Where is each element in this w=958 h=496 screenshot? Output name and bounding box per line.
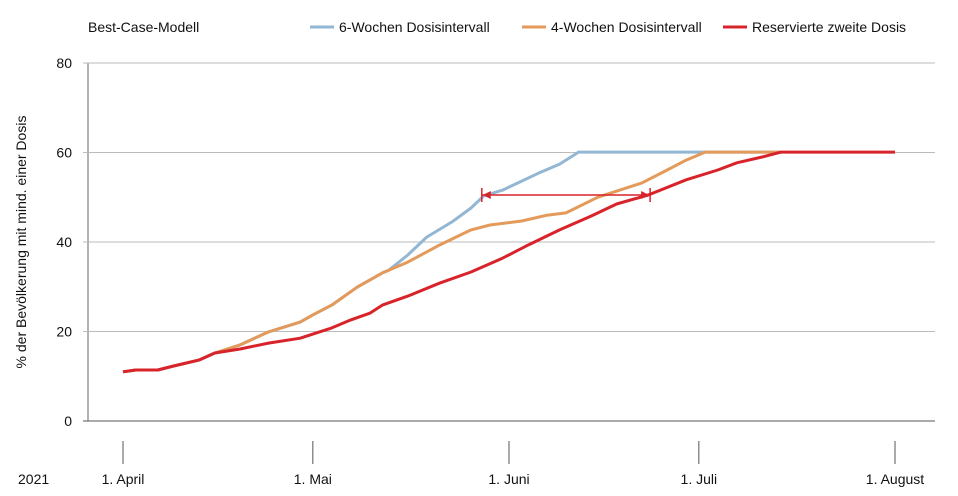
x-tick-label: 1. Mai [294,471,332,487]
legend-label: 6-Wochen Dosisintervall [339,19,490,35]
legend-label: 4-Wochen Dosisintervall [551,19,702,35]
y-axis-label: % der Bevölkerung mit mind. einer Dosis [13,116,29,369]
arrow-head-left [482,191,491,200]
y-tick-label: 20 [56,324,72,340]
chart-title: Best-Case-Modell [88,19,199,35]
legend-label: Reservierte zweite Dosis [752,19,906,35]
y-tick-label: 80 [56,55,72,71]
x-tick-label: 1. Juli [681,471,718,487]
x-tick-label: 1. April [102,471,145,487]
y-tick-label: 60 [56,145,72,161]
y-tick-label: 40 [56,234,72,250]
x-tick-label: 1. Juni [488,471,529,487]
series-line-0 [122,150,782,374]
x-tick-label: 1. August [866,471,924,487]
y-tick-label: 0 [64,413,72,429]
arrow-head-right [641,191,650,200]
year-label: 2021 [18,471,49,487]
series-line-2 [122,150,895,374]
series-line-1 [122,150,782,374]
